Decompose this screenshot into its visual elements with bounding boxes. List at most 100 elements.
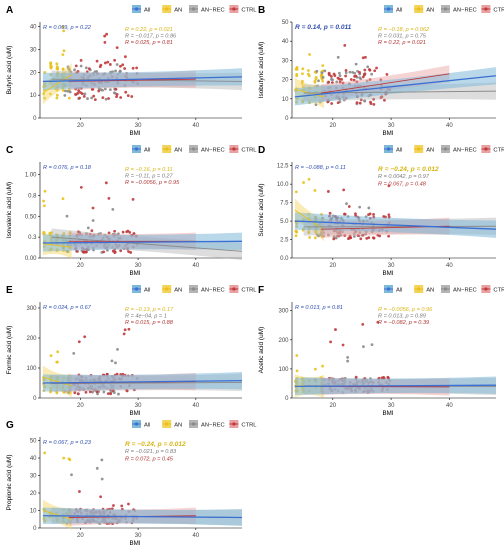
data-point	[330, 77, 333, 81]
data-point	[91, 390, 94, 394]
x-tick-label: 40	[446, 263, 453, 269]
panel-letter: E	[6, 285, 13, 296]
data-point	[308, 235, 312, 239]
legend-key-dot	[484, 147, 488, 151]
data-point	[61, 197, 65, 201]
legend-label: CTRL	[241, 8, 257, 14]
data-point	[97, 89, 101, 93]
data-point	[301, 67, 305, 71]
fit-line	[42, 243, 72, 248]
legend-key-dot	[134, 7, 139, 11]
x-tick-label: 20	[329, 123, 336, 129]
fit-line	[51, 381, 243, 385]
x-axis-label: BMI	[382, 270, 393, 277]
data-point	[373, 69, 377, 73]
y-tick-label: 40	[30, 25, 37, 31]
data-point	[344, 68, 348, 72]
legend-label: All	[396, 288, 402, 294]
data-point	[302, 181, 305, 184]
legend-label: CTRL	[493, 148, 504, 154]
legend-label: AN−REC	[201, 148, 225, 154]
stat-label: R = 0.14, p = 0.011	[295, 24, 352, 31]
data-point	[61, 67, 65, 71]
data-point	[343, 43, 347, 47]
legend: All AN AN−REC CTRL	[132, 145, 257, 154]
stat-label: R = 4e−04, p = 1	[125, 314, 167, 320]
data-point	[321, 79, 325, 83]
data-point	[329, 340, 332, 344]
data-point	[364, 232, 368, 236]
legend-label: CTRL	[241, 423, 257, 429]
data-point	[73, 68, 76, 72]
data-point	[65, 214, 69, 218]
x-tick-label: 20	[77, 403, 84, 409]
y-tick-label: 10	[30, 93, 37, 99]
data-point	[387, 234, 391, 238]
data-point	[93, 70, 97, 74]
y-tick-label: 30	[282, 58, 289, 64]
data-point	[78, 96, 81, 100]
legend: All AN AN−REC CTRL	[132, 5, 257, 14]
data-point	[102, 390, 106, 394]
data-point	[43, 232, 46, 235]
data-point	[88, 390, 92, 394]
panel-g: G All AN AN−REC CTRL 0 10 20 30 40 50 20 30 40 BMI Prop…	[6, 420, 257, 547]
stat-label: R = 0.22, p = 0.021	[125, 27, 173, 33]
data-point	[349, 78, 353, 81]
data-point	[331, 81, 334, 85]
data-point	[95, 390, 99, 393]
data-point	[364, 55, 367, 59]
data-point	[295, 369, 299, 373]
panel-letter: B	[258, 5, 265, 16]
stat-label: R = −0.24, p = 0.012	[378, 166, 439, 173]
data-point	[124, 90, 128, 94]
data-point	[85, 250, 88, 254]
y-tick-label: 300	[26, 306, 37, 312]
data-point	[335, 80, 339, 84]
fit-line	[42, 510, 72, 520]
data-point	[321, 230, 324, 234]
y-tick-label: 0	[285, 396, 289, 402]
stat-label: R = 0.015, p = 0.88	[125, 320, 174, 326]
data-point	[114, 87, 118, 91]
data-point	[338, 77, 341, 81]
data-point	[61, 88, 65, 92]
y-axis-label: Formic acid (uM)	[6, 326, 13, 375]
fit-line	[42, 379, 243, 384]
legend-label: CTRL	[241, 288, 257, 294]
data-point	[306, 72, 310, 76]
data-point	[62, 456, 66, 460]
y-tick-label: 0.8	[28, 193, 37, 199]
data-point	[85, 232, 89, 236]
data-point	[83, 335, 87, 339]
fit-line	[68, 78, 196, 82]
y-axis-label: Succinic acid (uM)	[258, 183, 265, 236]
data-point	[79, 185, 83, 189]
data-point	[358, 231, 362, 234]
data-point	[362, 345, 365, 349]
data-point	[95, 59, 99, 63]
data-point	[115, 95, 118, 99]
fit-line	[303, 225, 497, 228]
data-point	[320, 73, 323, 77]
data-point	[361, 322, 365, 326]
data-point	[64, 89, 67, 93]
stat-label: R = −0.24, p = 0.012	[125, 441, 186, 448]
y-axis-label: Butyric acid (uM)	[6, 46, 13, 95]
data-point	[382, 375, 385, 379]
stat-label: R = −0.16, p = 0.11	[125, 167, 173, 173]
data-point	[81, 250, 85, 254]
legend-key-dot	[386, 7, 391, 11]
data-point	[105, 32, 109, 36]
data-point	[99, 495, 103, 499]
data-point	[346, 359, 350, 363]
legend-key-dot	[232, 422, 236, 426]
data-point	[323, 69, 327, 73]
data-point	[368, 78, 372, 81]
data-point	[336, 101, 340, 105]
data-point	[355, 101, 359, 105]
data-point	[349, 236, 352, 240]
panel-e: E All AN AN−REC CTRL 0 100 200 300 20 30 40 BMI Formi…	[6, 285, 257, 417]
data-point	[127, 327, 131, 331]
